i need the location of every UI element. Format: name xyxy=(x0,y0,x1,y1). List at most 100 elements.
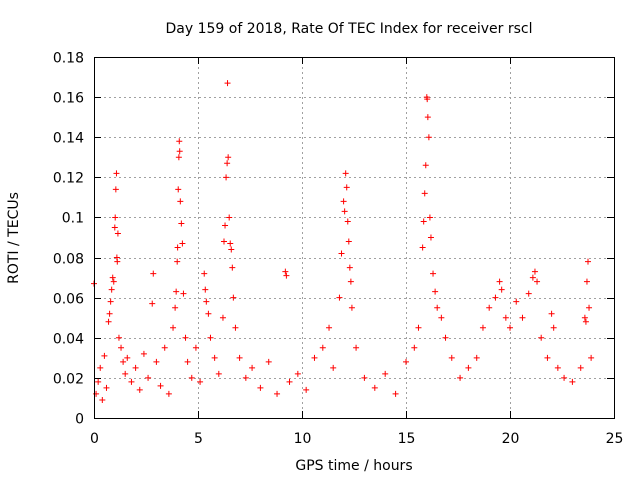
data-point-marker xyxy=(95,378,102,385)
data-point-marker xyxy=(140,350,147,357)
data-point-marker xyxy=(581,314,588,321)
data-point-marker xyxy=(519,314,526,321)
data-point-marker xyxy=(265,358,272,365)
data-point-marker xyxy=(274,390,281,397)
data-point-marker xyxy=(513,298,520,305)
data-point-marker xyxy=(93,390,100,397)
data-point-marker xyxy=(425,134,432,141)
data-point-marker xyxy=(392,390,399,397)
data-point-marker xyxy=(232,324,239,331)
data-point-marker xyxy=(101,352,108,359)
data-point-marker xyxy=(348,304,355,311)
data-point-marker xyxy=(345,238,352,245)
data-point-marker xyxy=(432,288,439,295)
data-point-marker xyxy=(430,270,437,277)
data-point-marker xyxy=(303,386,310,393)
data-point-marker xyxy=(122,370,129,377)
data-point-marker xyxy=(174,258,181,265)
data-point-marker xyxy=(157,382,164,389)
y-tick-label: 0.02 xyxy=(53,372,84,388)
data-point-marker xyxy=(531,268,538,275)
data-point-marker xyxy=(502,314,509,321)
data-point-marker xyxy=(403,358,409,365)
data-point-marker xyxy=(341,208,348,215)
data-point-marker xyxy=(145,374,152,381)
data-point-marker xyxy=(294,370,301,377)
data-point-marker xyxy=(588,354,595,361)
y-tick-label: 0.1 xyxy=(62,211,84,227)
data-point-marker xyxy=(112,186,119,193)
data-point-marker xyxy=(153,358,160,365)
data-point-marker xyxy=(424,96,431,103)
data-point-marker xyxy=(120,358,127,365)
data-point-marker xyxy=(107,298,114,305)
data-point-marker xyxy=(534,278,541,285)
data-point-marker xyxy=(496,278,503,285)
y-tick-label: 0.16 xyxy=(53,91,84,107)
data-point-marker xyxy=(124,354,131,361)
data-point-marker xyxy=(215,370,222,377)
x-axis-label: GPS time / hours xyxy=(295,458,412,474)
data-point-marker xyxy=(118,344,125,351)
data-point-marker xyxy=(538,334,545,341)
plot-frame xyxy=(94,57,615,419)
chart-title: Day 159 of 2018, Rate Of TEC Index for r… xyxy=(165,21,532,37)
data-point-marker xyxy=(112,214,119,221)
data-point-marker xyxy=(525,290,532,297)
y-tick-label: 0.14 xyxy=(53,131,84,147)
data-point-marker xyxy=(211,354,218,361)
data-point-marker xyxy=(442,334,449,341)
data-point-marker xyxy=(585,258,591,265)
data-point-marker xyxy=(411,344,418,351)
x-tick-label: 10 xyxy=(294,431,312,447)
data-point-marker xyxy=(486,304,493,311)
data-point-marker xyxy=(582,318,589,325)
data-point-marker xyxy=(202,286,209,293)
data-point-marker xyxy=(242,374,249,381)
data-point-marker xyxy=(176,148,183,155)
data-point-marker xyxy=(132,364,139,371)
data-point-marker xyxy=(422,162,429,169)
data-point-marker xyxy=(236,354,243,361)
data-point-marker xyxy=(150,270,157,277)
y-axis-label: ROTI / TECUs xyxy=(6,192,22,284)
data-point-marker xyxy=(175,154,182,161)
y-tick-label: 0.12 xyxy=(53,171,84,187)
data-point-marker xyxy=(227,240,234,247)
data-point-marker xyxy=(344,218,351,225)
data-point-marker xyxy=(424,114,431,121)
data-point-marker xyxy=(311,354,318,361)
data-point-marker xyxy=(207,334,214,341)
data-point-marker xyxy=(544,354,551,361)
data-point-marker xyxy=(457,374,464,381)
y-tick-label: 0.04 xyxy=(53,332,84,348)
data-point-marker xyxy=(340,198,347,205)
data-point-marker xyxy=(420,218,427,225)
data-point-marker xyxy=(136,386,143,393)
data-point-marker xyxy=(465,364,472,371)
data-point-marker xyxy=(177,198,184,205)
data-point-marker xyxy=(228,246,235,253)
data-point-marker xyxy=(286,378,293,385)
data-point-marker xyxy=(103,384,110,391)
data-point-marker xyxy=(175,186,182,193)
data-point-marker xyxy=(172,304,179,311)
data-point-marker xyxy=(434,304,441,311)
data-point-marker xyxy=(507,324,513,331)
data-point-marker xyxy=(201,270,208,277)
data-point-marker xyxy=(415,324,422,331)
y-tick-label: 0.18 xyxy=(53,51,84,67)
data-point-marker xyxy=(205,310,212,317)
data-point-marker xyxy=(99,396,106,403)
axis-ticks xyxy=(94,57,615,419)
data-point-marker xyxy=(529,274,536,281)
data-point-marker xyxy=(473,354,480,361)
data-point-marker xyxy=(586,304,593,311)
data-point-marker xyxy=(105,318,112,325)
data-point-marker xyxy=(97,364,104,371)
data-point-marker xyxy=(219,314,226,321)
data-point-marker xyxy=(371,384,378,391)
data-point-marker xyxy=(114,258,121,265)
data-point-marker xyxy=(426,214,433,221)
data-point-marker xyxy=(108,286,115,293)
